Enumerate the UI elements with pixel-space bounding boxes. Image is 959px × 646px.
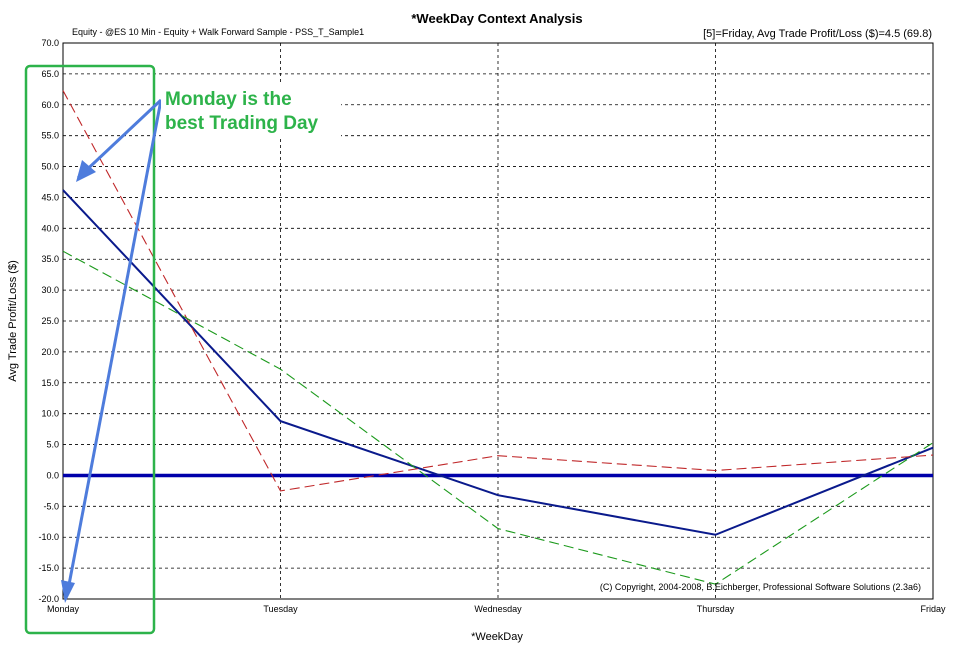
y-tick-label: 60.0 xyxy=(41,100,59,110)
x-tick-label: Thursday xyxy=(697,604,735,614)
y-tick-label: 20.0 xyxy=(41,347,59,357)
y-tick-label: 10.0 xyxy=(41,409,59,419)
x-tick-label: Wednesday xyxy=(474,604,522,614)
y-tick-label: 45.0 xyxy=(41,192,59,202)
y-tick-label: 55.0 xyxy=(41,131,59,141)
y-tick-label: 15.0 xyxy=(41,378,59,388)
x-axis: Monday Tuesday Wednesday Thursday Friday xyxy=(47,604,946,614)
y-tick-label: 50.0 xyxy=(41,162,59,172)
arrow-to-monday-value xyxy=(76,98,163,180)
y-tick-label: 40.0 xyxy=(41,223,59,233)
info-readout: [5]=Friday, Avg Trade Profit/Loss ($)=4.… xyxy=(703,28,932,40)
chart-subtitle: Equity - @ES 10 Min - Equity + Walk Forw… xyxy=(72,27,364,37)
y-tick-label: -15.0 xyxy=(38,563,59,573)
annotation-line-1: Monday is the xyxy=(165,89,292,110)
annotation-line-2: best Trading Day xyxy=(165,113,319,134)
copyright-text: (C) Copyright, 2004-2008, B.Eichberger, … xyxy=(600,582,921,592)
y-tick-label: -10.0 xyxy=(38,532,59,542)
chart-title: *WeekDay Context Analysis xyxy=(411,11,582,26)
y-axis-label: Avg Trade Profit/Loss ($) xyxy=(7,260,19,381)
annotation-arrows xyxy=(61,98,163,603)
arrow-head-upper xyxy=(76,160,96,182)
monday-highlight-box xyxy=(24,64,156,635)
annotation-background xyxy=(161,85,341,137)
arrow-to-monday-axis xyxy=(66,99,163,591)
y-tick-label: -20.0 xyxy=(38,594,59,604)
y-tick-label: 65.0 xyxy=(41,69,59,79)
x-axis-label: *WeekDay xyxy=(471,631,523,643)
x-tick-label: Tuesday xyxy=(263,604,298,614)
y-tick-label: -5.0 xyxy=(43,501,59,511)
y-axis: 70.0 65.0 60.0 55.0 50.0 45.0 40.0 35.0 30.0 25.0… xyxy=(38,38,59,604)
y-tick-label: 5.0 xyxy=(46,440,59,450)
x-tick-label: Friday xyxy=(920,604,946,614)
y-tick-label: 25.0 xyxy=(41,316,59,326)
y-tick-label: 70.0 xyxy=(41,38,59,48)
y-tick-label: 35.0 xyxy=(41,254,59,264)
x-tick-label: Monday xyxy=(47,604,80,614)
y-tick-label: 0.0 xyxy=(46,470,59,480)
series-group xyxy=(62,90,934,585)
arrow-head-lower xyxy=(61,580,75,603)
y-tick-label: 30.0 xyxy=(41,285,59,295)
